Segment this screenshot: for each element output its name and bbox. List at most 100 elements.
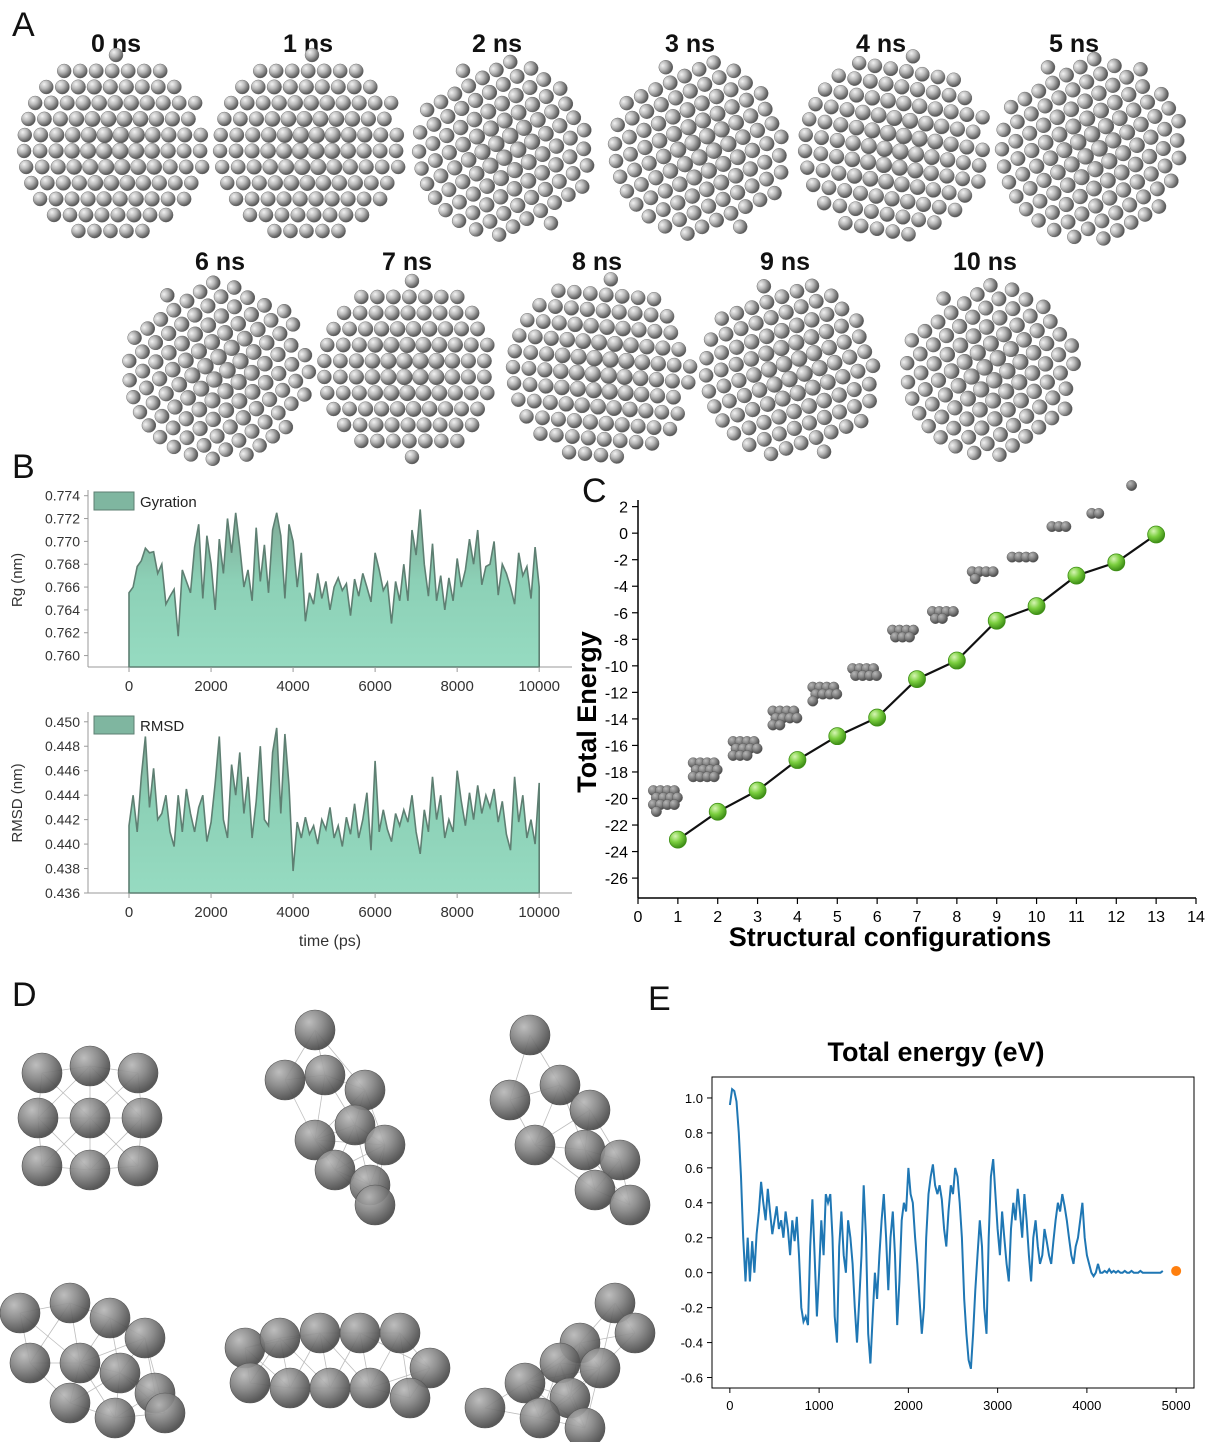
atom-sphere [806,345,823,362]
atom-sphere [24,175,39,191]
atom-sphere [1171,150,1187,166]
atom-sphere [87,223,102,239]
atom-sphere [662,421,678,437]
atom-sphere [1045,75,1061,91]
atom-sphere [601,383,618,400]
atom-sphere [736,387,753,404]
atom-sphere [1107,58,1122,74]
atom-sphere [763,310,779,326]
atom-sphere [71,175,87,191]
atom-sphere [849,313,864,328]
atom-sphere [901,227,916,242]
atom-sphere [723,82,739,98]
atom-sphere [998,383,1015,400]
cluster-atom-sphere [229,1362,271,1404]
config-cluster-icon [1126,480,1137,491]
atom-sphere [275,382,291,398]
atom-sphere [955,155,971,171]
atom-sphere [1056,142,1073,159]
atom-sphere [538,125,554,142]
atom-sphere [713,362,729,378]
config-cluster-icon [648,785,683,817]
atom-sphere [1074,206,1090,222]
atom-sphere [285,317,301,332]
atom-sphere [144,191,160,207]
x-tick-label: 8000 [440,678,473,695]
atom-sphere [1018,292,1034,307]
atom-sphere [103,175,120,191]
atom-sphere [470,321,485,337]
atom-sphere [831,165,847,181]
atom-sphere [927,133,944,150]
atom-sphere [338,207,354,223]
atom-sphere [930,69,946,85]
atom-sphere [489,62,504,78]
atom-sphere [235,79,250,95]
atom-sphere [444,369,461,385]
gyration-area-series [128,509,540,668]
atom-sphere [402,289,417,305]
atom-sphere [1143,129,1159,145]
atom-sphere [982,335,999,352]
cluster-atom-sphere [121,1097,163,1139]
atom-sphere [911,98,928,115]
atom-sphere [886,110,903,127]
y-tick-label: 0.768 [45,556,80,572]
atom-sphere [912,406,927,421]
atom-sphere [148,335,164,351]
atom-sphere [108,47,124,63]
atom-sphere [774,129,789,145]
atom-sphere [340,191,356,207]
cluster-atom-sphere [609,1184,651,1226]
nanoparticle-cluster [16,47,210,239]
atom-sphere [439,127,455,144]
atom-sphere [1035,117,1052,133]
atom-sphere [434,289,449,305]
cluster-atom [708,771,720,783]
atom-sphere [726,63,742,79]
atom-sphere [862,73,878,89]
atom-sphere [965,124,981,140]
atom-sphere [742,161,759,177]
atom-sphere [681,375,696,390]
atom-sphere [913,365,929,381]
atom-sphere [282,79,298,95]
atom-sphere [1005,417,1022,434]
atom-sphere [257,297,272,313]
cluster-atom [751,743,763,754]
atom-sphere [400,417,416,433]
atom-sphere [662,75,678,91]
atom-sphere [508,87,524,104]
nanoparticle-cluster [122,275,317,467]
atom-sphere [191,401,208,418]
atom-sphere [460,152,477,168]
atom-sphere [802,112,817,127]
atom-sphere [229,127,245,143]
atom-sphere [405,321,422,337]
time-label-10ns: 10 ns [953,248,1017,276]
x-tick-label: 3000 [983,1398,1012,1413]
atom-sphere [267,223,282,239]
atom-sphere [367,95,383,111]
atom-sphere [319,95,335,111]
atom-sphere [911,212,927,228]
atom-sphere [1079,110,1096,127]
atom-sphere [352,305,368,321]
atom-sphere [811,360,828,377]
atom-sphere [1037,98,1053,114]
cluster-atom-sphere [304,1054,346,1096]
atom-sphere [39,175,55,191]
atom-sphere [999,362,1016,380]
atom-sphere [548,138,565,154]
atom-sphere [240,290,256,306]
atom-sphere [141,418,157,433]
atom-sphere [926,356,942,372]
atom-sphere [102,79,118,95]
atom-sphere [1003,99,1019,115]
y-tick-label: -0.6 [681,1371,703,1386]
atom-sphere [900,355,915,371]
energy-ev-title: Total energy (eV) [827,1037,1044,1067]
atom-sphere [682,359,698,374]
atom-sphere [176,143,192,159]
atom-sphere [346,79,362,95]
